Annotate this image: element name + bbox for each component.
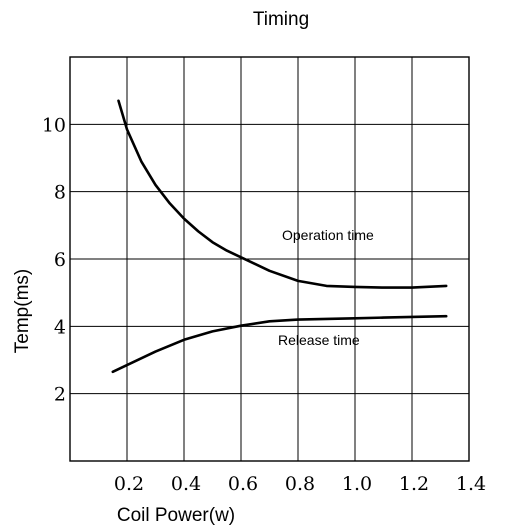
x-tick-label: 1.0 <box>342 473 372 495</box>
series-label-release-time: Release time <box>278 332 360 348</box>
chart-title: Timing <box>253 9 309 30</box>
x-tick-label: 0.4 <box>171 473 201 495</box>
series-line-0 <box>117 99 448 289</box>
y-tick-label: 10 <box>42 114 66 136</box>
grid <box>69 56 470 462</box>
y-axis-label: Temp(ms) <box>12 269 33 353</box>
y-tick-label: 2 <box>54 384 66 406</box>
y-tick-label: 4 <box>54 316 66 338</box>
series-label-operation-time: Operation time <box>282 227 374 243</box>
y-tick-label: 6 <box>54 249 66 271</box>
x-axis-label: Coil Power(w) <box>117 505 235 526</box>
x-tick-label: 1.4 <box>456 473 486 495</box>
series-line-1 <box>111 314 448 374</box>
x-tick-label: 0.2 <box>114 473 144 495</box>
x-tick-label: 0.8 <box>285 473 315 495</box>
series-lines <box>111 99 448 374</box>
x-tick-label: 1.2 <box>399 473 429 495</box>
y-tick-labels: 2 4 6 8 10 <box>42 114 66 405</box>
y-tick-label: 8 <box>54 182 66 204</box>
x-tick-labels: 0.2 0.4 0.6 0.8 1.0 1.2 1.4 <box>114 473 486 495</box>
x-tick-label: 0.6 <box>228 473 258 495</box>
